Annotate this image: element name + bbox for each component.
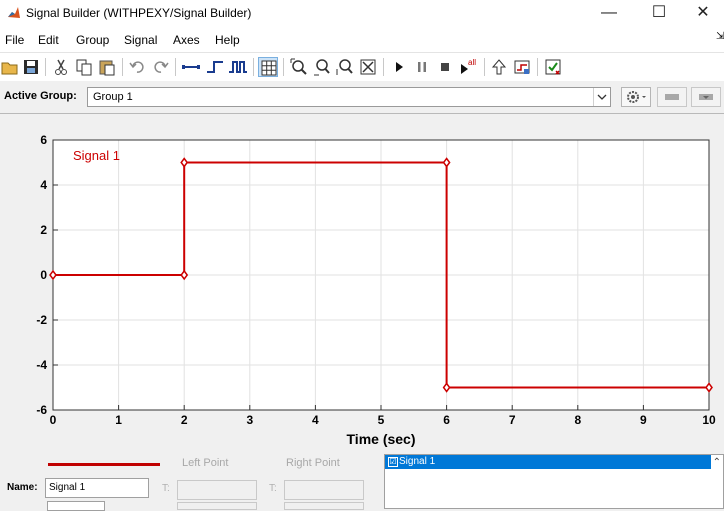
x-tick-label: 1 [115, 413, 122, 427]
group-tab-icon[interactable] [657, 87, 687, 107]
checkbox-icon[interactable]: ☑ [388, 457, 398, 467]
svg-text:all: all [468, 58, 476, 67]
y-tick-label: -6 [36, 403, 47, 417]
x-tick-label: 8 [574, 413, 581, 427]
x-tick-label: 2 [181, 413, 188, 427]
gear-icon[interactable] [621, 87, 651, 107]
y-tick-label: -2 [36, 313, 47, 327]
signal-line[interactable] [53, 161, 709, 389]
menu-bar: File Edit Group Signal Axes Help ⇲ [0, 28, 724, 52]
signal-point[interactable] [442, 382, 451, 393]
signal-block-icon[interactable] [512, 57, 532, 77]
maximize-button[interactable]: ☐ [651, 4, 667, 21]
zoom-xy-icon[interactable] [289, 57, 309, 77]
open-folder-icon[interactable] [0, 57, 20, 77]
menu-edit[interactable]: Edit [38, 33, 59, 47]
signal-point[interactable] [705, 382, 713, 393]
signal-axes[interactable]: 0 1 2 3 4 5 6 7 8 9 10 -6 -4 -2 0 2 4 6 Time (sec) Signal 1 [0, 118, 724, 456]
menu-help[interactable]: Help [215, 33, 240, 47]
active-group-bar: Active Group: Group 1 [0, 81, 724, 114]
x-tick-label: 7 [509, 413, 516, 427]
run-all-icon[interactable]: all [458, 57, 478, 77]
step-signal-icon[interactable] [205, 57, 225, 77]
right-point-t-field[interactable] [284, 480, 364, 500]
chevron-down-icon[interactable] [593, 88, 610, 106]
window-title: Signal Builder (WITHPEXY/Signal Builder) [26, 6, 252, 20]
constant-signal-icon[interactable] [181, 57, 201, 77]
redo-icon[interactable] [150, 57, 170, 77]
paste-icon[interactable] [97, 57, 117, 77]
dock-icon[interactable]: ⇲ [716, 31, 724, 42]
signal-index-field[interactable] [47, 501, 105, 511]
x-tick-label: 10 [702, 413, 716, 427]
pulse-signal-icon[interactable] [228, 57, 248, 77]
stop-icon[interactable] [435, 57, 455, 77]
signal-point[interactable] [442, 157, 451, 168]
x-tick-label: 9 [640, 413, 647, 427]
save-icon[interactable] [21, 57, 41, 77]
active-group-select[interactable]: Group 1 [87, 87, 611, 107]
verification-icon[interactable] [543, 57, 563, 77]
signal-point[interactable] [180, 157, 189, 168]
x-tick-label: 5 [378, 413, 385, 427]
list-item[interactable]: ☑ Signal 1 [385, 455, 711, 469]
signal-line-style[interactable] [48, 463, 160, 466]
fit-view-icon[interactable] [358, 57, 378, 77]
right-point-label: Right Point [286, 457, 340, 469]
cut-icon[interactable] [51, 57, 71, 77]
signal-point[interactable] [49, 269, 57, 281]
left-t-label: T: [162, 483, 170, 494]
y-tick-label: -4 [36, 358, 47, 372]
grid-icon[interactable] [258, 57, 278, 77]
left-point-y-field[interactable] [177, 502, 257, 510]
right-point-y-field[interactable] [284, 502, 364, 510]
pause-icon[interactable] [412, 57, 432, 77]
y-tick-label: 0 [40, 268, 47, 282]
left-point-label: Left Point [182, 457, 229, 469]
title-bar: Signal Builder (WITHPEXY/Signal Builder)… [0, 0, 724, 28]
signal-name-field[interactable]: Signal 1 [45, 478, 149, 498]
x-axis-label: Time (sec) [347, 431, 416, 447]
name-label: Name: [7, 482, 38, 493]
left-point-t-field[interactable] [177, 480, 257, 500]
y-tick-label: 6 [40, 133, 47, 147]
active-group-label: Active Group: [4, 90, 77, 102]
signal-plot: 0 1 2 3 4 5 6 7 8 9 10 -6 -4 -2 0 2 4 6 Time (sec) Signal 1 [0, 118, 724, 456]
close-button[interactable]: ✕ [696, 4, 710, 21]
x-tick-label: 0 [50, 413, 57, 427]
menu-signal[interactable]: Signal [124, 33, 158, 47]
signal-list[interactable]: ☑ Signal 1 ⌃ [384, 454, 724, 509]
active-group-value: Group 1 [93, 91, 133, 103]
run-icon[interactable] [389, 57, 409, 77]
list-item-label: Signal 1 [399, 456, 436, 467]
toolbar: all [0, 52, 724, 82]
x-tick-label: 4 [312, 413, 319, 427]
scroll-up-icon[interactable]: ⌃ [712, 457, 721, 468]
signal-properties-panel: Left Point Right Point Name: Signal 1 T:… [0, 452, 724, 511]
menu-axes[interactable]: Axes [173, 33, 200, 47]
x-tick-label: 3 [246, 413, 253, 427]
signal-point[interactable] [180, 269, 189, 281]
y-tick-label: 4 [40, 178, 47, 192]
y-tick-label: 2 [40, 223, 47, 237]
copy-icon[interactable] [74, 57, 94, 77]
minimize-button[interactable]: — [601, 4, 617, 21]
undo-icon[interactable] [128, 57, 148, 77]
right-t-label: T: [269, 483, 277, 494]
zoom-x-icon[interactable] [312, 57, 332, 77]
x-tick-label: 6 [443, 413, 450, 427]
up-arrow-icon[interactable] [489, 57, 509, 77]
signal-legend-label: Signal 1 [73, 148, 120, 163]
group-tab-down-icon[interactable] [691, 87, 721, 107]
menu-file[interactable]: File [5, 33, 25, 47]
matlab-app-icon [8, 7, 20, 18]
zoom-y-icon[interactable] [335, 57, 355, 77]
menu-group[interactable]: Group [76, 33, 110, 47]
